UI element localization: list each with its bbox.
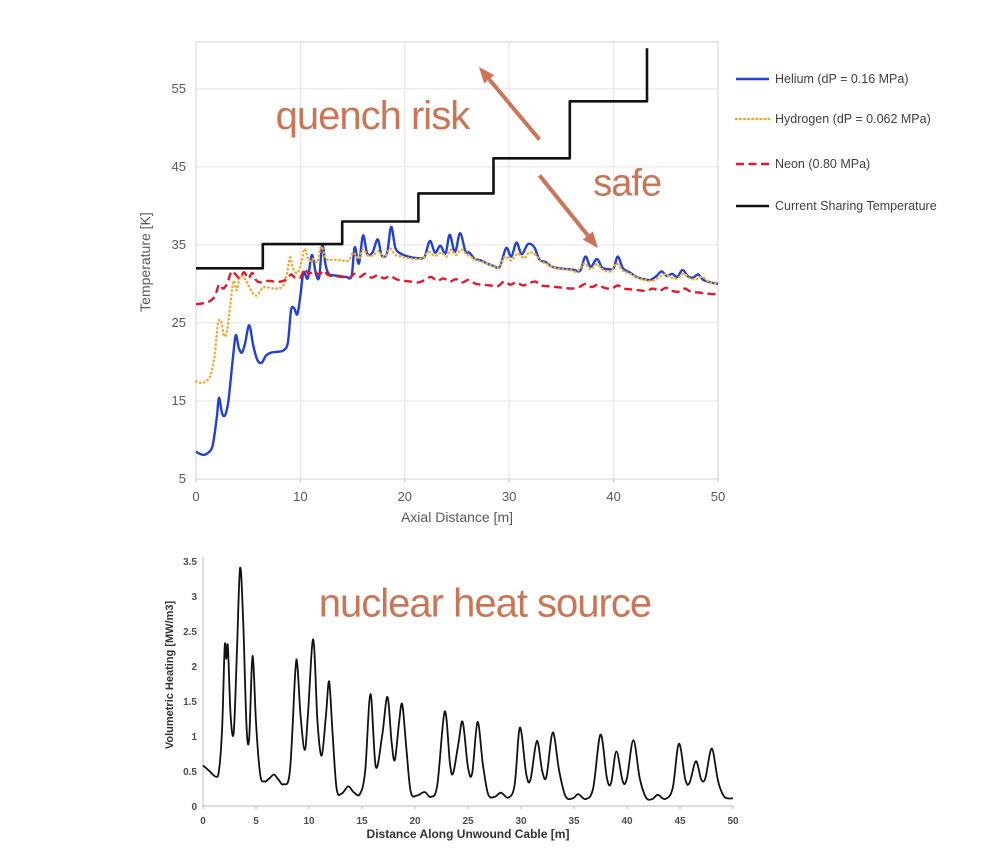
temperature-chart-layers: 0 10 20 30 40 50 5 15 25 35 45 55 Helium (dP = 0.16 … — [172, 41, 937, 504]
top-xaxis-title: Axial Distance [m] — [401, 509, 513, 525]
x-tick-label: 50 — [711, 489, 725, 504]
plot-border — [195, 41, 719, 480]
series-volumetric-heating — [202, 566, 734, 801]
y-tick-label: 2 — [191, 662, 197, 673]
y-tick-label: 35 — [172, 237, 186, 252]
x-tick-label: 30 — [502, 489, 516, 504]
y-tick-label: 1 — [191, 732, 197, 743]
y-tick-label: 2.5 — [183, 627, 197, 638]
y-tick-label: 15 — [172, 393, 186, 408]
x-tick-label: 50 — [727, 816, 739, 827]
y-tick-label: 5 — [179, 471, 186, 486]
annotation-text: nuclear heat source — [319, 581, 651, 625]
x-tick-label: 35 — [568, 816, 580, 827]
heating-chart: 0 5 10 15 20 25 30 35 40 45 50 0 0.5 1 1.5 2 2.5 3 3.5 nucl… — [164, 557, 739, 841]
x-tick-label: 10 — [303, 816, 315, 827]
series-current-sharing-temperature — [196, 48, 649, 270]
y-tick-label: 0.5 — [183, 767, 197, 778]
x-tick-label: 20 — [409, 816, 421, 827]
annotation-arrow-shaft — [487, 77, 542, 141]
bottom-yaxis-title: Volumetric Heating [MW/m3] — [164, 601, 176, 750]
series-helium-dp-0-16-mpa — [195, 225, 719, 457]
series-hydrogen-dp-0-062-mpa — [194, 245, 720, 385]
heating-chart-layers: 0 5 10 15 20 25 30 35 40 45 50 0 0.5 1 1.5 2 2.5 3 3.5 nucl… — [183, 557, 739, 827]
bottom-xaxis-title: Distance Along Unwound Cable [m] — [367, 827, 570, 841]
annotation-arrowhead — [582, 231, 598, 249]
series-neon-0-80-mpa — [195, 267, 719, 306]
x-tick-label: 15 — [356, 816, 368, 827]
y-tick-label: 0 — [191, 802, 197, 813]
legend-label: Neon (0.80 MPa) — [775, 157, 870, 171]
annotation-text: quench risk — [276, 94, 472, 138]
annotation-text: safe — [593, 163, 661, 205]
temperature-chart: 0 10 20 30 40 50 5 15 25 35 45 55 Helium (dP = 0.16 … — [137, 41, 937, 525]
y-tick-label: 45 — [172, 159, 186, 174]
x-tick-label: 0 — [192, 489, 199, 504]
y-tick-label: 1.5 — [183, 697, 197, 708]
legend-label: Hydrogen (dP = 0.062 MPa) — [775, 112, 931, 126]
legend-label: Current Sharing Temperature — [775, 199, 937, 213]
annotation-arrowhead — [478, 66, 495, 84]
x-tick-label: 40 — [606, 489, 620, 504]
y-tick-label: 25 — [172, 315, 186, 330]
x-tick-label: 45 — [674, 816, 686, 827]
x-tick-label: 40 — [621, 816, 633, 827]
y-tick-label: 3 — [191, 592, 197, 603]
legend-label: Helium (dP = 0.16 MPa) — [775, 72, 909, 86]
top-yaxis-title: Temperature [K] — [137, 212, 153, 312]
y-tick-label: 55 — [172, 81, 186, 96]
annotation-arrow-shaft — [537, 174, 590, 237]
x-tick-label: 0 — [200, 816, 206, 827]
y-tick-label: 3.5 — [183, 557, 197, 568]
x-tick-label: 5 — [253, 816, 259, 827]
x-tick-label: 20 — [398, 489, 412, 504]
x-tick-label: 30 — [515, 816, 527, 827]
x-tick-label: 25 — [462, 816, 474, 827]
x-tick-label: 10 — [293, 489, 307, 504]
